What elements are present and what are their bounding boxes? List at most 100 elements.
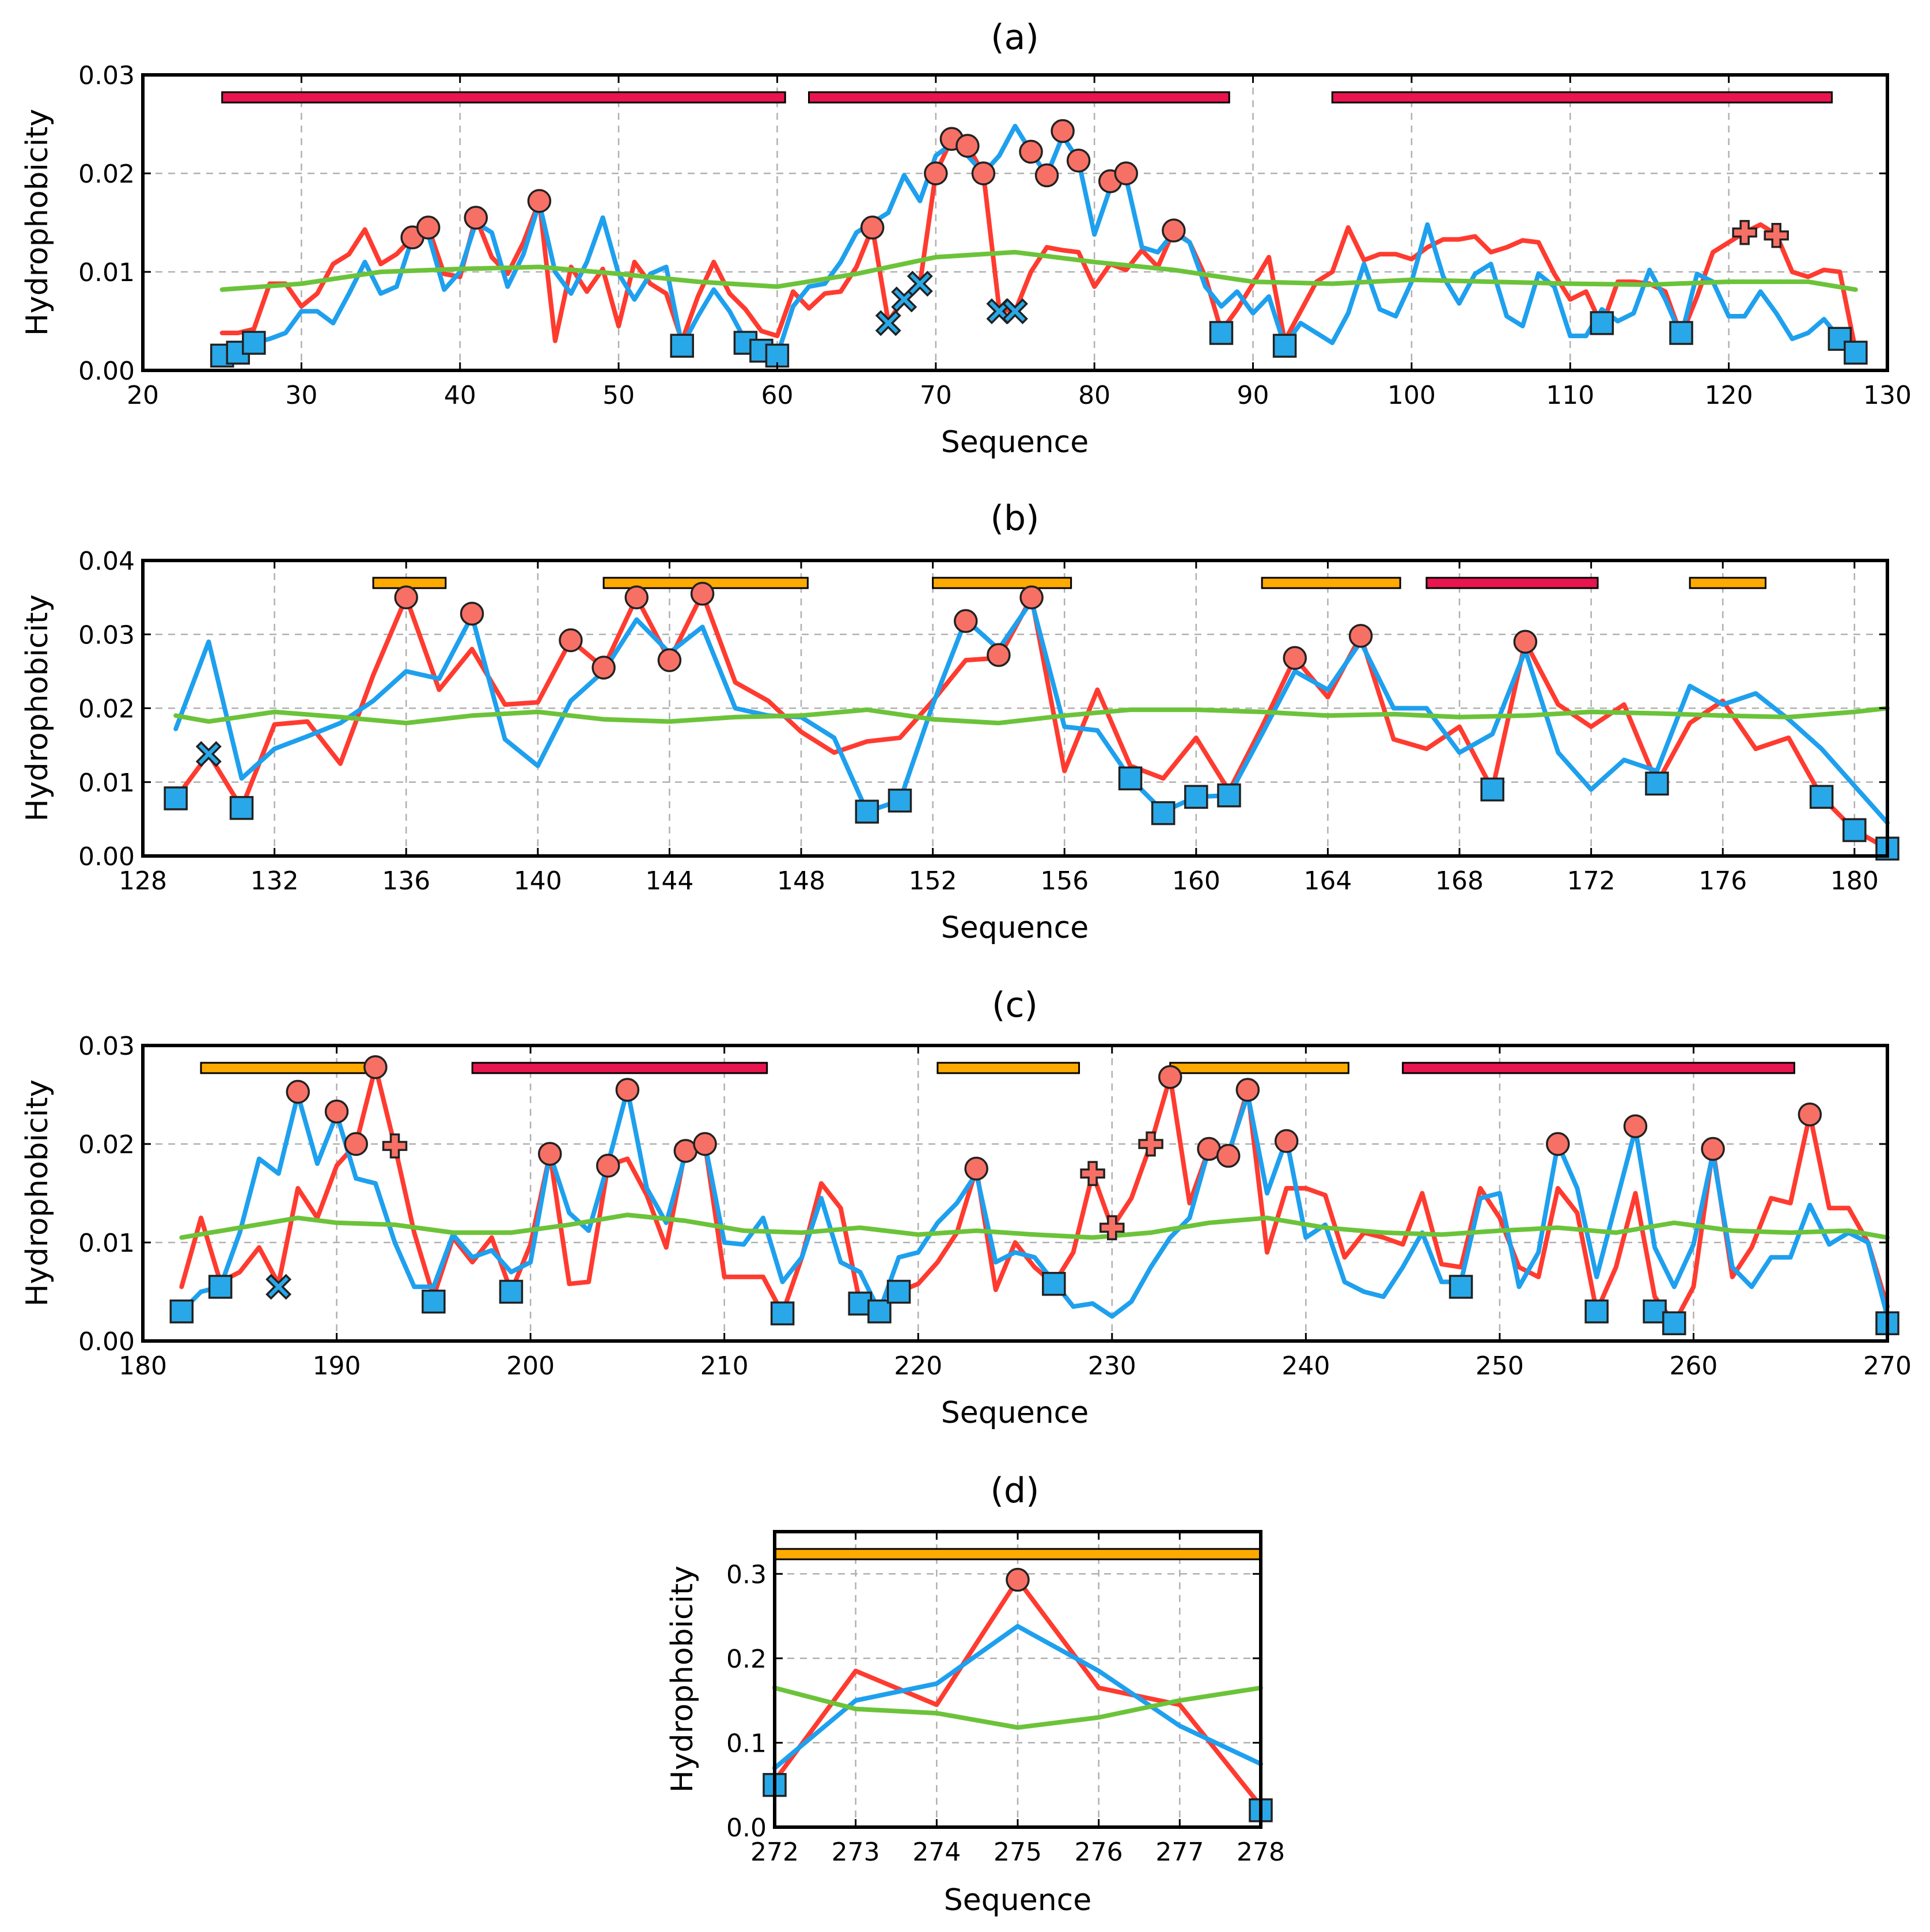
square-marker (1809, 785, 1834, 809)
x-tick-label: 160 (1172, 866, 1220, 896)
square-marker (169, 1299, 194, 1324)
x-tick-label: 80 (1078, 381, 1110, 410)
x-tick-label: 156 (1040, 866, 1089, 896)
region-bar-orange (773, 1548, 1262, 1560)
x-axis-label: Sequence (941, 425, 1089, 460)
circle-marker (591, 656, 616, 680)
series-line-green (772, 1685, 1263, 1730)
x-tick-label: 260 (1669, 1351, 1717, 1381)
panel-title: (c) (992, 985, 1038, 1025)
region-bar-orange (932, 577, 1072, 589)
circle-marker (464, 206, 488, 230)
square-marker (1584, 1299, 1609, 1324)
square-marker (242, 331, 266, 355)
x-tick-label: 272 (750, 1838, 799, 1867)
circle-marker (955, 134, 980, 158)
y-axis-label: Hydrophobicity (665, 1566, 700, 1793)
x-marker (266, 1274, 292, 1300)
y-tick-label: 0.03 (78, 1032, 135, 1061)
region-bar-crimson (1331, 91, 1833, 104)
circle-marker (1034, 163, 1059, 188)
square-marker (1844, 340, 1868, 365)
x-tick-label: 273 (832, 1838, 880, 1867)
circle-marker (394, 585, 418, 609)
plus-marker (1764, 222, 1789, 248)
y-tick-label: 0.02 (78, 160, 135, 189)
y-tick-labels: 0.0 0.1 0.2 0.3 (726, 1560, 767, 1843)
circle-marker (1006, 1567, 1030, 1592)
square-marker (1151, 801, 1176, 825)
panel-title: (b) (991, 498, 1040, 539)
markers (169, 1055, 1899, 1335)
x-axis-label: Sequence (941, 1396, 1089, 1430)
x-tick-label: 40 (444, 381, 476, 410)
circle-marker (1274, 1129, 1299, 1153)
circle-marker (693, 1132, 717, 1156)
circle-marker (964, 1157, 988, 1181)
square-marker (499, 1279, 524, 1304)
circle-marker (657, 648, 682, 672)
plus-marker (382, 1133, 408, 1159)
panel-c: (c) 180 190 200 210 220 230 240 250 260 270 0.000… (20, 985, 1912, 1430)
x-tick-label: 270 (1863, 1351, 1912, 1381)
circle-marker (460, 601, 484, 626)
circle-marker (971, 161, 996, 185)
y-tick-label: 0.00 (78, 842, 135, 872)
y-tick-label: 0.01 (78, 1229, 135, 1258)
x-tick-label: 20 (127, 381, 159, 410)
square-marker (1590, 311, 1614, 335)
x-tick-label: 275 (994, 1838, 1042, 1867)
circle-marker (324, 1099, 349, 1124)
y-tick-label: 0.1 (726, 1729, 767, 1758)
x-tick-label: 274 (912, 1838, 961, 1867)
square-marker (1217, 783, 1241, 808)
circle-marker (1158, 1065, 1182, 1089)
y-tick-label: 0.00 (78, 357, 135, 386)
circle-marker (286, 1079, 310, 1104)
x-tick-labels: 272 273 274 275 276 277 278 (750, 1838, 1285, 1867)
x-tick-label: 60 (761, 381, 793, 410)
series-line-blue (772, 1624, 1263, 1771)
y-tick-label: 0.3 (726, 1560, 767, 1589)
square-marker (1209, 321, 1234, 345)
series-line-blue (219, 123, 1858, 358)
x-tick-label: 100 (1387, 381, 1436, 410)
x-tick-label: 172 (1567, 866, 1616, 896)
x-tick-label: 250 (1476, 1351, 1524, 1381)
series-line-red (219, 137, 1858, 353)
region-bar-orange (936, 1062, 1080, 1074)
circle-marker (1235, 1078, 1260, 1102)
series-line-green (219, 249, 1858, 292)
circle-marker (1019, 139, 1043, 164)
series-lines (173, 591, 1890, 851)
square-marker (1449, 1275, 1473, 1299)
markers (164, 581, 1899, 861)
region-bar-orange (200, 1062, 367, 1074)
x-tick-label: 120 (1705, 381, 1753, 410)
square-marker (886, 1279, 911, 1304)
circle-marker (1019, 585, 1044, 609)
y-tick-label: 0.00 (78, 1327, 135, 1357)
circle-marker (596, 1153, 620, 1178)
x-tick-label: 220 (894, 1351, 942, 1381)
series-line-green (179, 1213, 1890, 1240)
plus-marker (1732, 219, 1757, 245)
plus-marker (1138, 1131, 1163, 1157)
x-tick-label: 164 (1303, 866, 1352, 896)
square-marker (1662, 1311, 1686, 1335)
circle-marker (1216, 1143, 1241, 1168)
x-tick-labels: 180 190 200 210 220 230 240 250 260 270 (119, 1351, 1912, 1381)
x-marker (1002, 298, 1028, 324)
circle-marker (954, 609, 978, 633)
square-marker (1669, 321, 1693, 345)
square-marker (229, 795, 254, 820)
tick-marks (142, 559, 1887, 857)
x-tick-label: 176 (1698, 866, 1747, 896)
panel-title: (a) (991, 17, 1039, 58)
square-marker (1645, 771, 1669, 796)
x-tick-label: 128 (119, 866, 167, 896)
series-line-blue (179, 1088, 1890, 1319)
region-bar-crimson (1425, 577, 1599, 589)
circle-marker (344, 1132, 368, 1156)
